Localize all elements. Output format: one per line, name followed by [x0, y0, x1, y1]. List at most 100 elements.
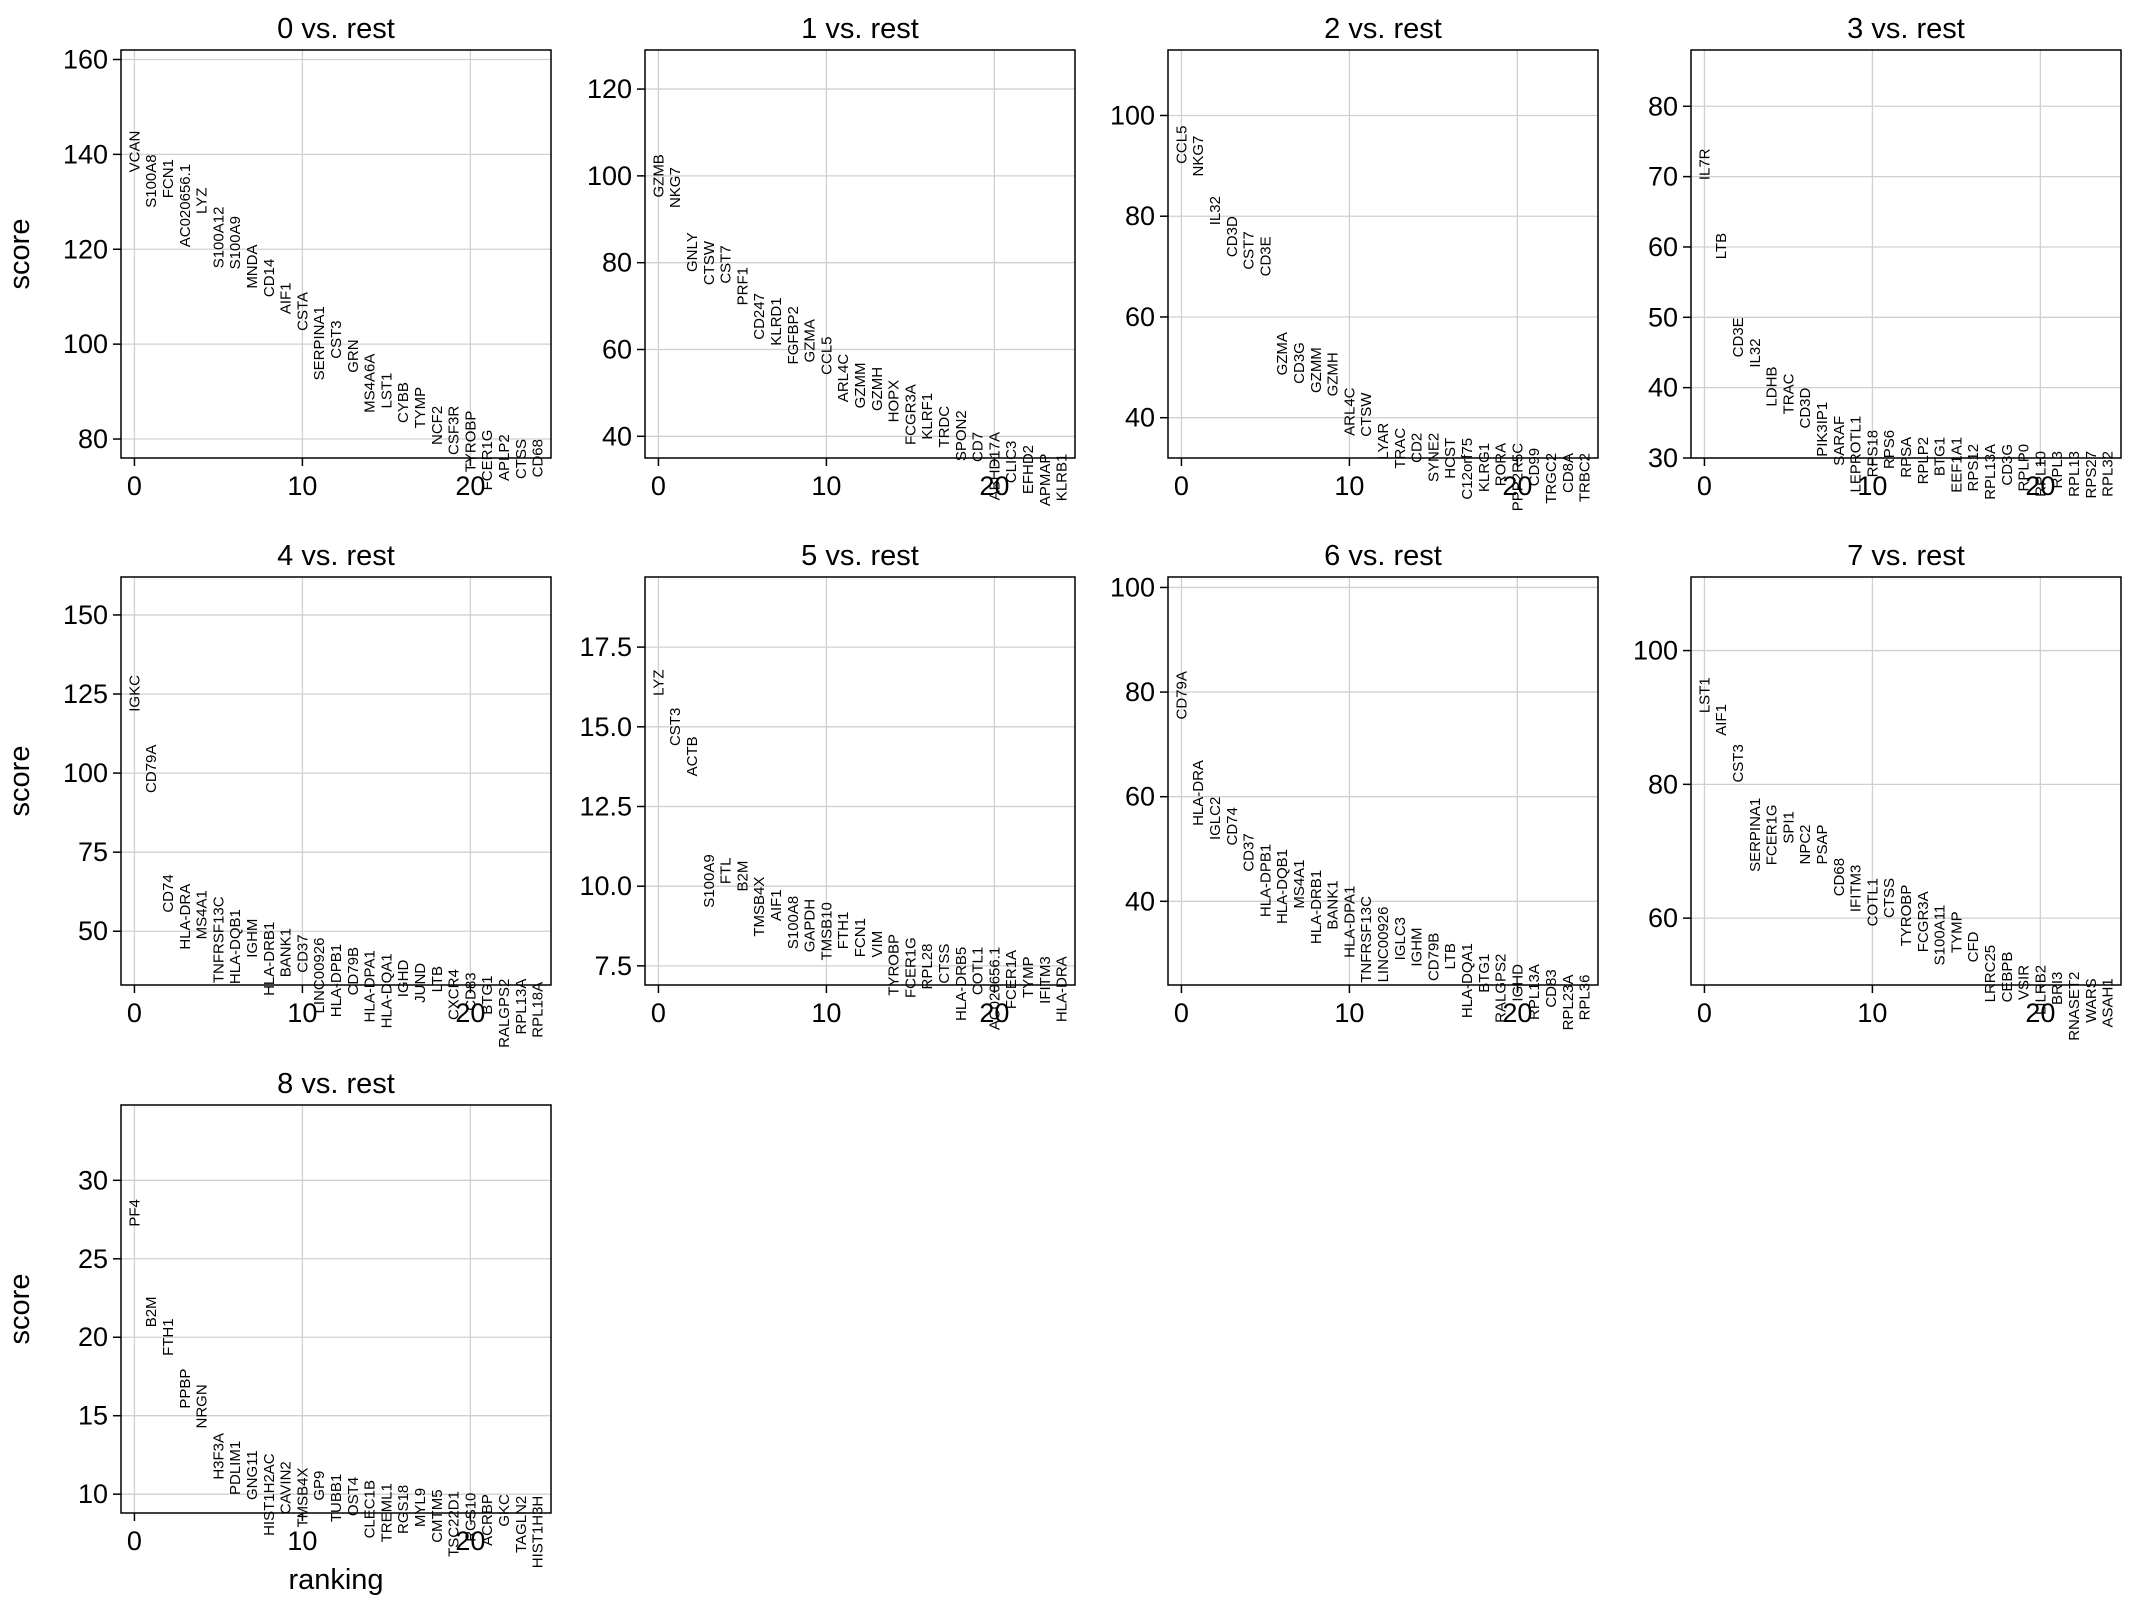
- y-tick-label: 15: [78, 1401, 108, 1431]
- y-tick-label: 40: [1125, 886, 1155, 916]
- gene-label: CLIC3: [1003, 441, 1020, 484]
- x-tick-label: 0: [1174, 471, 1189, 501]
- gene-label: GAPDH: [802, 899, 819, 952]
- gene-label: TMSB4X: [294, 1467, 311, 1527]
- gene-label: CST7: [1241, 231, 1258, 269]
- gene-label: S100A9: [701, 854, 718, 907]
- y-tick-label: 50: [78, 916, 108, 946]
- y-tick-label: 10.0: [579, 871, 632, 901]
- gene-label: RPL13A: [1526, 964, 1543, 1020]
- gene-label: RPS27: [2083, 451, 2100, 499]
- gene-label: SYNE2: [1425, 433, 1442, 482]
- gene-label: WARS: [2083, 978, 2100, 1022]
- gene-label: CD3D: [1224, 216, 1241, 257]
- gene-label: CD3D: [1797, 387, 1814, 428]
- gene-label: MS4A1: [1291, 859, 1308, 908]
- gene-label: KLRF1: [919, 393, 936, 440]
- gene-label: PPBP: [177, 1369, 194, 1409]
- y-tick-label: 80: [78, 424, 108, 454]
- gene-label: IGHM: [244, 919, 261, 958]
- gene-label: TYMP: [412, 387, 429, 429]
- y-tick-label: 80: [1648, 91, 1678, 121]
- gene-label: SPON2: [953, 410, 970, 461]
- y-tick-label: 125: [63, 679, 108, 709]
- y-tick-label: 60: [1648, 903, 1678, 933]
- gene-label: TYROBP: [1898, 885, 1915, 947]
- x-tick-label: 10: [287, 471, 317, 501]
- gene-label: IGHM: [1409, 927, 1426, 966]
- gene-label: TRDC: [936, 406, 953, 448]
- gene-label: APLP2: [496, 434, 513, 481]
- gene-label: HLA-DRA: [1190, 760, 1207, 826]
- y-tick-label: 20: [78, 1322, 108, 1352]
- panel-8: 0 10 20 10 15 20 25 30 8 vs. rest score ranking PF4…: [4, 1068, 552, 1596]
- y-tick-label: 75: [78, 837, 108, 867]
- gene-label: RPL13A: [513, 979, 530, 1035]
- gene-label: NKG7: [1190, 136, 1207, 177]
- gene-label: GZMH: [1325, 352, 1342, 396]
- gene-label: TAGLN2: [513, 1496, 530, 1553]
- gene-label: TNFRSF13C: [210, 896, 227, 983]
- gene-label: ACTB: [684, 736, 701, 776]
- gene-label: FGFBP2: [785, 306, 802, 364]
- y-tick-label: 140: [63, 139, 108, 169]
- gene-label: FCER1G: [1764, 804, 1781, 865]
- y-tick-label: 100: [1110, 572, 1155, 602]
- x-tick-label: 20: [455, 998, 485, 1028]
- gene-label: CST7: [718, 245, 735, 283]
- gene-label: ABHD17A: [986, 432, 1003, 500]
- gene-label: FCN1: [160, 159, 177, 198]
- gene-label: KLRG1: [1476, 443, 1493, 492]
- gene-label: EEF1A1: [1948, 437, 1965, 493]
- x-tick-label: 10: [1334, 471, 1364, 501]
- gene-label: FCGR3A: [902, 384, 919, 445]
- gene-label: MNDA: [244, 245, 261, 289]
- x-tick-label: 10: [1857, 998, 1887, 1028]
- plot-frame: [1690, 49, 2122, 459]
- gene-label: RPS6: [1881, 430, 1898, 469]
- gene-label: RPS12: [1965, 444, 1982, 492]
- x-tick-label: 20: [455, 471, 485, 501]
- y-tick-label: 100: [63, 758, 108, 788]
- gene-label: CD3G: [1999, 444, 2016, 486]
- gene-label: LDHB: [1764, 367, 1781, 407]
- gene-label: SARAF: [1831, 416, 1848, 466]
- panel-2: 0 10 20 40 60 80 100 2 vs. rest CCL5 NKG7 IL32CD3D…: [1110, 13, 1599, 512]
- gene-label: CST3: [328, 320, 345, 358]
- gene-label: CCL5: [818, 336, 835, 374]
- gene-label: CD7: [970, 432, 987, 462]
- x-tick-label: 10: [811, 998, 841, 1028]
- gene-label: CFD: [1965, 931, 1982, 962]
- x-tick-label: 10: [1334, 998, 1364, 1028]
- y-tick-label: 15.0: [579, 712, 632, 742]
- gene-label: CD79B: [345, 947, 362, 995]
- plot-frame: [120, 576, 552, 986]
- gene-label: S100A9: [227, 216, 244, 269]
- gene-label: LINC00926: [1375, 907, 1392, 983]
- gene-label: CD3E: [1257, 236, 1274, 276]
- gene-label: BRI3: [2049, 972, 2066, 1005]
- gene-label: CST3: [667, 708, 684, 746]
- x-tick-label: 20: [979, 998, 1009, 1028]
- gene-label: PPP2R5C: [1509, 443, 1526, 512]
- gene-label: CD37: [294, 934, 311, 972]
- gene-label: VIM: [869, 931, 886, 958]
- gene-label: PF4: [126, 1199, 143, 1227]
- gene-label: HLA-DQB1: [1274, 849, 1291, 924]
- gene-label: GZMM: [852, 363, 869, 409]
- plot-frame: [1167, 576, 1599, 986]
- gene-label: CD68: [530, 439, 547, 477]
- gene-label: VSIR: [2016, 965, 2033, 1000]
- gene-label: PIK3IP1: [1814, 402, 1831, 457]
- gene-label: RPL3: [2049, 451, 2066, 489]
- x-axis-label: ranking: [288, 1564, 383, 1596]
- gene-label: PDLIM1: [227, 1441, 244, 1495]
- y-tick-label: 80: [602, 248, 632, 278]
- gene-label: TRAC: [1780, 373, 1797, 414]
- gene-label: S100A8: [143, 154, 160, 207]
- gene-label: PRF1: [734, 267, 751, 305]
- gene-label: S100A8: [785, 896, 802, 949]
- gene-label: RGS10: [462, 1493, 479, 1542]
